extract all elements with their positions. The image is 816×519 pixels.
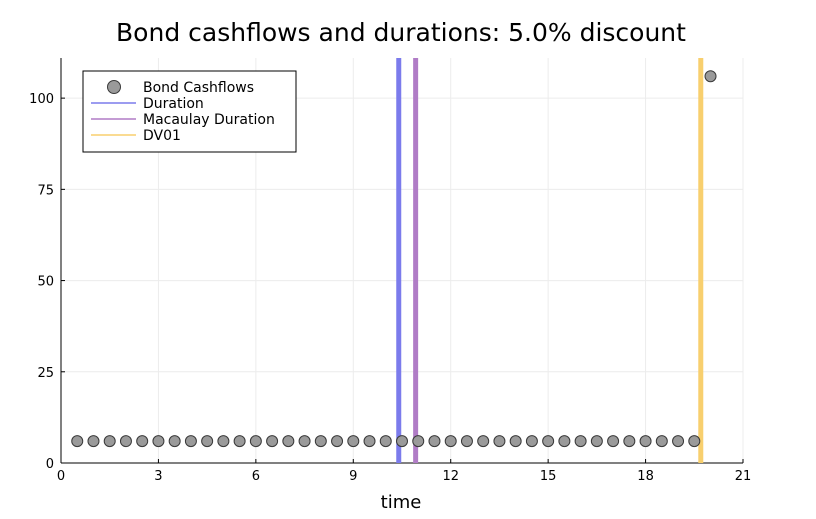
y-tick-label: 0 (46, 457, 54, 472)
x-tick-label: 0 (57, 469, 65, 484)
cashflow-point (168, 435, 181, 448)
cashflow-point (266, 435, 279, 448)
cashflow-point (282, 435, 295, 448)
cashflow-point (314, 435, 327, 448)
y-tick-label: 50 (37, 275, 54, 290)
cashflow-point (460, 435, 473, 448)
legend-box (82, 70, 297, 153)
cashflow-point (574, 435, 587, 448)
cashflow-point (525, 435, 538, 448)
cashflow-point (136, 435, 149, 448)
cashflow-point (672, 435, 685, 448)
cashflow-point (509, 435, 522, 448)
legend-label-duration: Duration (143, 96, 204, 112)
cashflow-point (428, 435, 441, 448)
legend-label-dv01: DV01 (143, 128, 181, 144)
cashflow-point (152, 435, 165, 448)
cashflow-point (217, 435, 230, 448)
cashflow-point (103, 435, 116, 448)
x-tick-label: 18 (637, 469, 654, 484)
cashflow-point (347, 435, 360, 448)
cashflow-point (655, 435, 668, 448)
cashflow-point (558, 435, 571, 448)
x-tick-label: 9 (349, 469, 357, 484)
x-tick-label: 21 (735, 469, 752, 484)
cashflow-point (71, 435, 84, 448)
duration-lines (396, 58, 704, 463)
cashflow-point (542, 435, 555, 448)
cashflow-point (379, 435, 392, 448)
x-tick-label: 3 (154, 469, 162, 484)
cashflow-point (298, 435, 311, 448)
cashflow-point (493, 435, 506, 448)
cashflow-point (688, 435, 701, 448)
x-tick-label: 12 (442, 469, 459, 484)
x-tick-label: 6 (252, 469, 260, 484)
legend-swatch-bond-cashflows (107, 80, 121, 94)
axes (60, 58, 744, 464)
cashflow-point (201, 435, 214, 448)
y-tick-label: 25 (37, 366, 54, 381)
cashflow-point (184, 435, 197, 448)
cashflow-point (87, 435, 100, 448)
cashflow-point (704, 70, 717, 83)
cashflow-point (119, 435, 132, 448)
cashflow-point (412, 435, 425, 448)
cashflow-point (623, 435, 636, 448)
cashflow-point (331, 435, 344, 448)
y-tick-label: 75 (37, 183, 54, 198)
cashflow-point (590, 435, 603, 448)
cashflow-points (71, 70, 717, 448)
chart-title: Bond cashflows and durations: 5.0% disco… (116, 18, 686, 47)
cashflow-point (607, 435, 620, 448)
cashflow-point (444, 435, 457, 448)
cashflow-point (363, 435, 376, 448)
x-axis-label: time (381, 492, 422, 513)
cashflow-point (477, 435, 490, 448)
x-tick-label: 15 (540, 469, 557, 484)
legend-label-macaulay-duration: Macaulay Duration (143, 112, 275, 128)
tick-labels: 0 3 6 9 12 15 18 21 0 25 50 75 100 (29, 92, 751, 484)
cashflow-point (233, 435, 246, 448)
cashflow-point (249, 435, 262, 448)
legend-label-bond-cashflows: Bond Cashflows (143, 80, 254, 96)
y-tick-label: 100 (29, 92, 54, 107)
cashflow-point (639, 435, 652, 448)
cashflow-point (396, 435, 408, 448)
